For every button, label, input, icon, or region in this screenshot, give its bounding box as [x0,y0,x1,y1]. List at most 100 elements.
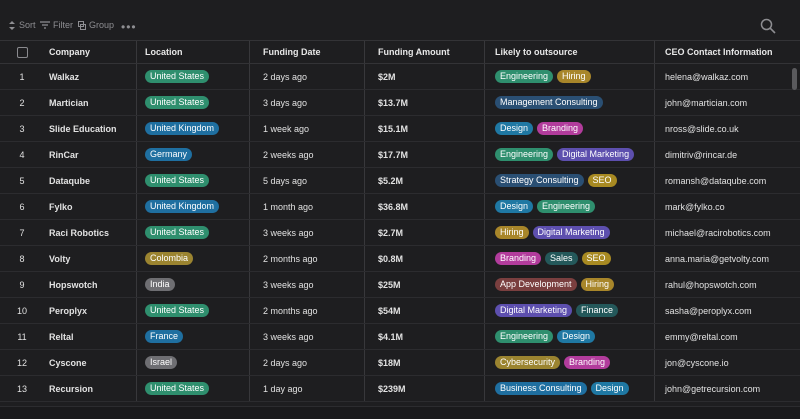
ceo-email-cell[interactable]: jon@cyscone.io [654,350,800,375]
ceo-email-cell[interactable]: dimitriv@rincar.de [654,142,800,167]
company-cell[interactable]: Raci Robotics [49,227,110,238]
funding-amount-cell[interactable]: $2.7M [364,220,484,245]
location-cell[interactable]: United States [136,168,249,193]
outsource-cell[interactable]: Management Consulting [484,90,654,115]
funding-amount-cell[interactable]: $2M [364,64,484,89]
vertical-scrollbar[interactable] [792,68,797,90]
location-cell[interactable]: United Kingdom [136,194,249,219]
outsource-cell[interactable]: Digital Marketing Finance [484,298,654,323]
location-cell[interactable]: Colombia [136,246,249,271]
funding-amount-cell[interactable]: $54M [364,298,484,323]
funding-date-cell[interactable]: 2 months ago [249,246,364,271]
filter-button[interactable]: Filter [40,20,73,30]
table-row[interactable]: 4 RinCar Germany 2 weeks ago $17.7M Engineeri… [0,142,800,168]
funding-amount-cell[interactable]: $36.8M [364,194,484,219]
funding-amount-cell[interactable]: $0.8M [364,246,484,271]
location-cell[interactable]: United States [136,90,249,115]
funding-date-cell[interactable]: 5 days ago [249,168,364,193]
outsource-cell[interactable]: Cybersecurity Branding [484,350,654,375]
table-row[interactable]: 11 Reltal France 3 weeks ago $4.1M Engineerin… [0,324,800,350]
funding-amount-cell[interactable]: $17.7M [364,142,484,167]
funding-amount-cell[interactable]: $13.7M [364,90,484,115]
company-cell[interactable]: Martician [49,97,89,108]
location-cell[interactable]: United States [136,298,249,323]
location-cell[interactable]: Germany [136,142,249,167]
funding-amount-cell[interactable]: $18M [364,350,484,375]
location-cell[interactable]: United Kingdom [136,116,249,141]
company-cell[interactable]: Dataqube [49,175,91,186]
ceo-email-cell[interactable]: john@martician.com [654,90,800,115]
ceo-email-cell[interactable]: michael@racirobotics.com [654,220,800,245]
ceo-email-cell[interactable]: anna.maria@getvolty.com [654,246,800,271]
funding-amount-cell[interactable]: $25M [364,272,484,297]
location-cell[interactable]: United States [136,220,249,245]
header-funding-amount[interactable]: Funding Amount [364,41,484,63]
location-cell[interactable]: France [136,324,249,349]
ceo-email-cell[interactable]: sasha@peroplyx.com [654,298,800,323]
company-cell[interactable]: Fylko [49,201,73,212]
table-row[interactable]: 12 Cyscone Israel 2 days ago $18M Cybersecuri… [0,350,800,376]
table-row[interactable]: 10 Peroplyx United States 2 months ago $54M D… [0,298,800,324]
company-cell[interactable]: Cyscone [49,357,87,368]
header-outsource[interactable]: Likely to outsource [484,41,654,63]
header-location[interactable]: Location [136,41,249,63]
table-row[interactable]: 6 Fylko United Kingdom 1 month ago $36.8M Des… [0,194,800,220]
funding-amount-cell[interactable]: $239M [364,376,484,401]
funding-date-cell[interactable]: 2 weeks ago [249,142,364,167]
ceo-email-cell[interactable]: mark@fylko.co [654,194,800,219]
company-cell[interactable]: Reltal [49,331,74,342]
outsource-cell[interactable]: App Development Hiring [484,272,654,297]
outsource-cell[interactable]: Business Consulting Design [484,376,654,401]
table-row[interactable]: 13 Recursion United States 1 day ago $239M Bu… [0,376,800,402]
company-cell[interactable]: Walkaz [49,71,80,82]
outsource-cell[interactable]: Engineering Design [484,324,654,349]
ceo-email-cell[interactable]: romansh@dataqube.com [654,168,800,193]
table-row[interactable]: 3 Slide Education United Kingdom 1 week ago… [0,116,800,142]
company-cell[interactable]: Volty [49,253,71,264]
outsource-cell[interactable]: Design Branding [484,116,654,141]
table-row[interactable]: 5 Dataqube United States 5 days ago $5.2M Str… [0,168,800,194]
ceo-email-cell[interactable]: nross@slide.co.uk [654,116,800,141]
funding-amount-cell[interactable]: $15.1M [364,116,484,141]
ceo-email-cell[interactable]: emmy@reltal.com [654,324,800,349]
location-cell[interactable]: India [136,272,249,297]
funding-date-cell[interactable]: 2 days ago [249,64,364,89]
funding-date-cell[interactable]: 3 weeks ago [249,220,364,245]
table-row[interactable]: 2 Martician United States 3 days ago $13.7M M… [0,90,800,116]
location-cell[interactable]: United States [136,376,249,401]
outsource-cell[interactable]: Engineering Digital Marketing [484,142,654,167]
funding-date-cell[interactable]: 3 weeks ago [249,324,364,349]
funding-amount-cell[interactable]: $5.2M [364,168,484,193]
funding-date-cell[interactable]: 1 week ago [249,116,364,141]
location-cell[interactable]: Israel [136,350,249,375]
funding-date-cell[interactable]: 2 days ago [249,350,364,375]
funding-date-cell[interactable]: 2 months ago [249,298,364,323]
header-company[interactable]: Company [49,47,91,57]
outsource-cell[interactable]: Branding Sales SEO [484,246,654,271]
group-button[interactable]: Group [78,20,114,30]
sort-button[interactable]: Sort [8,20,36,30]
funding-date-cell[interactable]: 1 month ago [249,194,364,219]
header-funding-date[interactable]: Funding Date [249,41,364,63]
funding-amount-cell[interactable]: $4.1M [364,324,484,349]
more-options-icon[interactable]: ••• [121,20,137,34]
ceo-email-cell[interactable]: john@getrecursion.com [654,376,800,401]
company-cell[interactable]: RinCar [49,149,79,160]
company-cell[interactable]: Peroplyx [49,305,88,316]
select-all-checkbox[interactable] [16,46,28,58]
company-cell[interactable]: Slide Education [49,123,117,134]
funding-date-cell[interactable]: 3 weeks ago [249,272,364,297]
header-ceo[interactable]: CEO Contact Information [654,41,800,63]
location-cell[interactable]: United States [136,64,249,89]
outsource-cell[interactable]: Engineering Hiring [484,64,654,89]
table-row[interactable]: 1 Walkaz United States 2 days ago $2M Enginee… [0,64,800,90]
outsource-cell[interactable]: Hiring Digital Marketing [484,220,654,245]
table-row[interactable]: 8 Volty Colombia 2 months ago $0.8M Branding S… [0,246,800,272]
outsource-cell[interactable]: Design Engineering [484,194,654,219]
ceo-email-cell[interactable]: rahul@hopswotch.com [654,272,800,297]
funding-date-cell[interactable]: 3 days ago [249,90,364,115]
search-icon[interactable] [760,18,776,36]
table-row[interactable]: 9 Hopswotch India 3 weeks ago $25M App Develo… [0,272,800,298]
company-cell[interactable]: Recursion [49,383,94,394]
ceo-email-cell[interactable]: helena@walkaz.com [654,64,800,89]
